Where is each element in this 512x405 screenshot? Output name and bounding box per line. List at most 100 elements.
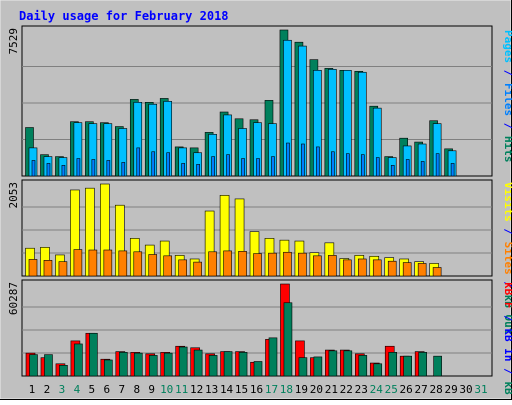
- bar-sites-day-21: [328, 255, 337, 277]
- bar-sites-day-27: [417, 263, 427, 277]
- bar-sites-day-25: [387, 260, 397, 277]
- bar-files-day-21: [331, 151, 335, 177]
- legend-item: /: [502, 362, 512, 382]
- bar-files-day-18: [286, 142, 290, 177]
- bar-kb_out-day-10: [163, 352, 173, 377]
- x-tick-label-19: 19: [295, 383, 308, 396]
- bar-kb_out-day-27: [418, 352, 427, 377]
- panel-frame: [21, 279, 493, 377]
- bar-kb_out-day-21: [328, 350, 338, 377]
- bar-kb_out-day-12: [193, 349, 203, 377]
- bar-sites-day-18: [283, 251, 292, 277]
- bar-kb_out-day-7: [119, 352, 128, 377]
- bar-files-day-29: [450, 163, 455, 177]
- x-tick-label-14: 14: [220, 383, 234, 396]
- bar-kb_out-day-23: [358, 355, 368, 377]
- bar-files-day-15: [241, 158, 245, 177]
- x-tick-label-9: 9: [148, 383, 155, 396]
- legend-kb: kB F / kB In / kB Out: [502, 282, 512, 400]
- panel-kb: 60287 kB F / kB In / kB Out: [7, 279, 512, 405]
- bar-sites-day-20: [313, 255, 322, 277]
- bar-sites-day-1: [28, 259, 38, 277]
- bar-kb_out-day-4: [74, 343, 83, 377]
- bar-sites-day-24: [372, 259, 382, 277]
- x-tick-label-7: 7: [118, 383, 125, 396]
- bar-sites-day-3: [58, 261, 68, 277]
- x-tick-label-1: 1: [29, 383, 36, 396]
- bar-kb_out-day-19: [298, 357, 308, 377]
- bar-sites-day-28: [432, 267, 442, 277]
- bar-kb_out-day-3: [59, 365, 68, 377]
- legend-item: Hits: [502, 136, 512, 163]
- legend-visits-sites: Visits / Sites / kB Out: [502, 182, 512, 334]
- x-tick-label-21: 21: [325, 383, 338, 396]
- bar-kb_out-day-9: [148, 355, 158, 377]
- bar-sites-day-9: [148, 254, 158, 277]
- x-tick-label-24: 24: [370, 383, 384, 396]
- bar-sites-day-5: [88, 249, 98, 277]
- bar-sites-day-22: [343, 259, 352, 277]
- bar-files-day-19: [301, 143, 305, 177]
- x-tick-label-17: 17: [265, 383, 278, 396]
- bar-files-day-28: [435, 153, 440, 177]
- bar-kb_out-day-18: [283, 302, 293, 377]
- legend-item: kB F: [502, 282, 512, 309]
- x-tick-label-25: 25: [385, 383, 398, 396]
- bar-kb_out-day-1: [29, 354, 38, 377]
- bar-sites-day-7: [118, 250, 128, 277]
- x-tick-label-12: 12: [190, 383, 203, 396]
- bar-sites-day-12: [193, 261, 202, 277]
- bar-kb_out-day-26: [403, 355, 412, 377]
- bar-sites-day-16: [253, 253, 262, 277]
- bar-files-day-25: [390, 165, 395, 177]
- y-max-label: 60287: [7, 282, 20, 315]
- bar-kb_out-day-28: [433, 355, 442, 377]
- legend-item: /: [502, 275, 512, 295]
- legend-hits-files-pages: Pages / Files / Hits: [502, 30, 512, 163]
- x-tick-label-16: 16: [250, 383, 263, 396]
- bar-kb_out-day-11: [178, 346, 188, 377]
- legend-item: Files: [502, 83, 512, 116]
- bar-sites-day-4: [73, 249, 83, 277]
- bar-kb_out-day-15: [238, 352, 248, 377]
- x-tick-label-20: 20: [310, 383, 323, 396]
- x-tick-label-27: 27: [415, 383, 428, 396]
- x-tick-label-3: 3: [59, 383, 66, 396]
- bar-kb_out-day-17: [268, 337, 278, 377]
- x-tick-label-4: 4: [74, 383, 81, 396]
- y-max-label: 7529: [7, 28, 20, 55]
- x-tick-label-15: 15: [235, 383, 248, 396]
- x-tick-label-30: 30: [459, 383, 472, 396]
- bar-kb_out-day-8: [133, 352, 143, 377]
- bar-sites-day-2: [43, 260, 53, 277]
- bar-files-day-14: [226, 154, 230, 177]
- legend-item: /: [502, 309, 512, 329]
- legend-item: Pages: [502, 30, 512, 63]
- x-tick-label-28: 28: [429, 383, 442, 396]
- x-tick-label-13: 13: [205, 383, 218, 396]
- bar-files-day-27: [420, 161, 425, 177]
- bar-kb_out-day-13: [208, 355, 218, 377]
- x-tick-label-2: 2: [44, 383, 51, 396]
- bar-files-day-1: [31, 160, 36, 177]
- bar-sites-day-26: [402, 262, 412, 277]
- x-tick-label-8: 8: [133, 383, 140, 396]
- x-tick-label-22: 22: [340, 383, 353, 396]
- bar-files-day-24: [375, 157, 380, 177]
- bar-kb_out-day-14: [223, 351, 233, 377]
- bar-sites-day-17: [268, 252, 277, 277]
- bar-kb_out-day-6: [104, 359, 113, 377]
- legend-item: kB Out: [502, 295, 512, 335]
- bar-files-day-26: [405, 159, 410, 177]
- bar-kb_out-day-20: [313, 356, 323, 377]
- legend-item: Visits: [502, 182, 512, 222]
- x-axis-labels: 1 2 3 4 5 6 7 8 9 10 11 12 13 14 15 16 17 18 19 20 21 22 23 24 2…: [29, 383, 488, 396]
- legend-item: kB In: [502, 328, 512, 361]
- panel-hits-files-pages: 7529 Pages / Files / Hits: [7, 25, 512, 177]
- bar-files-day-2: [46, 163, 51, 177]
- x-tick-label-23: 23: [355, 383, 368, 396]
- x-tick-label-6: 6: [104, 383, 111, 396]
- bar-kb_out-day-22: [343, 350, 353, 377]
